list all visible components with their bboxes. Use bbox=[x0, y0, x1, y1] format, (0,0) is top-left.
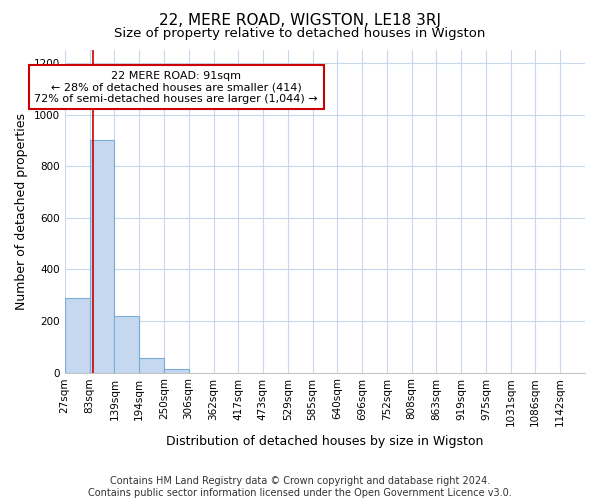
Bar bbox=[115, 316, 139, 372]
Text: 22, MERE ROAD, WIGSTON, LE18 3RJ: 22, MERE ROAD, WIGSTON, LE18 3RJ bbox=[159, 12, 441, 28]
Text: Contains HM Land Registry data © Crown copyright and database right 2024.
Contai: Contains HM Land Registry data © Crown c… bbox=[88, 476, 512, 498]
Bar bbox=[89, 140, 115, 372]
Text: 22 MERE ROAD: 91sqm
← 28% of detached houses are smaller (414)
72% of semi-detac: 22 MERE ROAD: 91sqm ← 28% of detached ho… bbox=[34, 70, 318, 104]
Bar bbox=[65, 298, 89, 372]
Y-axis label: Number of detached properties: Number of detached properties bbox=[15, 113, 28, 310]
Bar bbox=[164, 368, 188, 372]
Bar bbox=[139, 358, 164, 372]
X-axis label: Distribution of detached houses by size in Wigston: Distribution of detached houses by size … bbox=[166, 434, 484, 448]
Text: Size of property relative to detached houses in Wigston: Size of property relative to detached ho… bbox=[115, 28, 485, 40]
